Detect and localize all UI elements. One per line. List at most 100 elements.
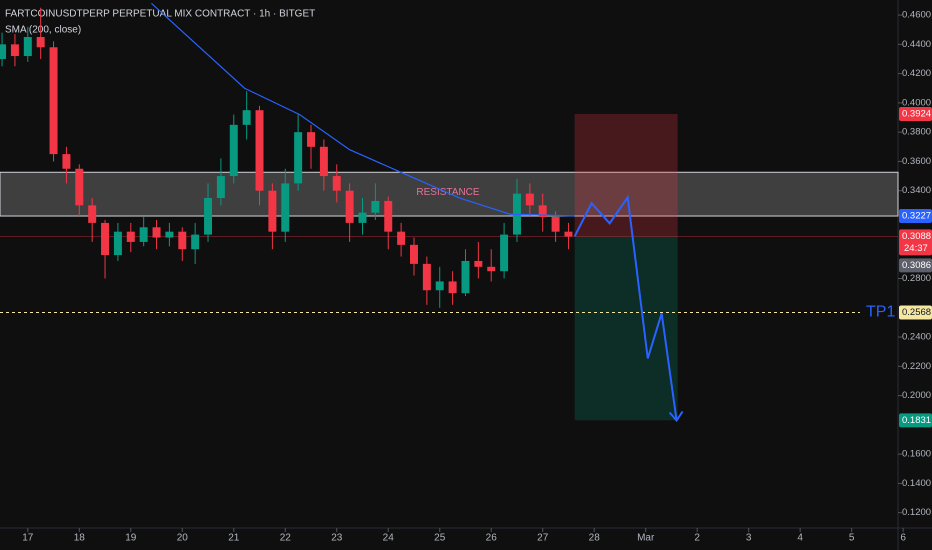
- candle-body: [255, 110, 264, 191]
- candle-body: [448, 281, 457, 294]
- x-tick-label: 21: [228, 533, 240, 544]
- candle-body: [474, 260, 483, 267]
- chart-title: FARTCOINUSDTPERP PERPETUAL MIX CONTRACT …: [5, 9, 315, 20]
- price-badge-label: 0.1831: [902, 415, 931, 426]
- candle-body: [281, 183, 290, 232]
- candle-body: [409, 244, 418, 264]
- price-badge-label: 0.3227: [902, 211, 931, 222]
- candle-body: [461, 260, 470, 294]
- tp-label: TP1: [866, 304, 895, 321]
- candle-body: [242, 110, 251, 125]
- price-badge: [899, 107, 932, 122]
- candle-body: [216, 176, 225, 199]
- x-tick-label: 2: [694, 533, 700, 544]
- candle-body: [500, 234, 509, 272]
- candle-body: [422, 263, 431, 291]
- candle-body: [384, 200, 393, 232]
- x-tick-label: 28: [589, 533, 601, 544]
- candle-body: [75, 168, 84, 206]
- candle-body: [435, 281, 444, 291]
- candle-body: [62, 154, 71, 169]
- candle-body: [332, 176, 341, 191]
- y-tick-label: 0.1600: [902, 449, 931, 460]
- price-badge: [899, 305, 932, 320]
- candle-body: [23, 37, 32, 57]
- x-tick-label: 19: [125, 533, 137, 544]
- price-badge-label: 0.3086: [902, 260, 931, 271]
- candle-body: [371, 200, 380, 213]
- x-tick-label: 25: [434, 533, 446, 544]
- x-tick-label: 3: [746, 533, 752, 544]
- indicator-name: SMA (200, close): [5, 25, 81, 36]
- candle-body: [0, 44, 7, 59]
- price-badge-label: 0.2568: [902, 307, 931, 318]
- candle-body: [178, 231, 187, 250]
- y-tick-label: 0.2200: [902, 361, 931, 372]
- sma-line: [150, 2, 575, 217]
- countdown: 24:37: [904, 243, 928, 254]
- candle-body: [204, 198, 213, 235]
- y-tick-label: 0.3400: [902, 185, 931, 196]
- candle-body: [152, 227, 161, 238]
- x-tick-label: 17: [22, 533, 34, 544]
- candle-body: [36, 37, 45, 48]
- candle-body: [88, 205, 97, 223]
- candle-body: [229, 124, 238, 177]
- candle-body: [101, 222, 110, 256]
- projection-path: [573, 194, 678, 421]
- candle-body: [113, 231, 122, 256]
- arrow-head: [668, 410, 684, 423]
- price-badge: [899, 229, 932, 256]
- candle-body: [551, 217, 560, 232]
- price-badge-label: 0.3924: [902, 109, 931, 120]
- y-tick-label: 0.1200: [902, 507, 931, 518]
- price-badge: [899, 258, 932, 273]
- price-badge: [899, 413, 932, 428]
- stop-zone: [574, 114, 678, 237]
- candle-body: [487, 266, 496, 272]
- candle-body: [525, 193, 534, 206]
- price-badge: [899, 209, 932, 224]
- resistance-zone: [0, 171, 899, 217]
- candle-body: [294, 132, 303, 184]
- x-tick-label: 6: [900, 533, 906, 544]
- target-zone: [574, 236, 678, 421]
- x-tick-label: 5: [849, 533, 855, 544]
- candle-body: [139, 227, 148, 242]
- candle-body: [49, 47, 58, 155]
- x-tick-label: 20: [177, 533, 189, 544]
- candle-body: [191, 234, 200, 250]
- candle-body: [538, 205, 547, 218]
- candle-body: [319, 146, 328, 177]
- y-tick-label: 0.4200: [902, 68, 931, 79]
- candle-body: [345, 190, 354, 223]
- candle-body: [268, 190, 277, 232]
- x-tick-label: 22: [280, 533, 292, 544]
- y-tick-label: 0.2000: [902, 390, 931, 401]
- candle-body: [165, 231, 174, 238]
- price-badge-label: 0.3088: [902, 231, 931, 242]
- y-tick-label: 0.2800: [902, 273, 931, 284]
- y-tick-label: 0.3600: [902, 156, 931, 167]
- x-tick-label: Mar: [637, 533, 655, 544]
- y-tick-label: 0.4000: [902, 97, 931, 108]
- x-tick-label: 18: [74, 533, 86, 544]
- candle-body: [307, 132, 315, 147]
- candle-body: [126, 231, 135, 242]
- y-tick-label: 0.3800: [902, 127, 931, 138]
- x-tick-label: 26: [486, 533, 498, 544]
- x-tick-label: 27: [537, 533, 549, 544]
- x-tick-label: 4: [797, 533, 803, 544]
- y-tick-label: 0.2400: [902, 332, 931, 343]
- candle-body: [397, 231, 406, 245]
- y-tick-label: 0.4400: [902, 39, 931, 50]
- x-tick-label: 23: [331, 533, 343, 544]
- candle-body: [10, 44, 19, 57]
- candle-body: [564, 231, 573, 237]
- y-tick-label: 0.1400: [902, 478, 931, 489]
- candle-body: [358, 212, 367, 223]
- y-tick-label: 0.4600: [902, 10, 931, 21]
- x-tick-label: 24: [383, 533, 395, 544]
